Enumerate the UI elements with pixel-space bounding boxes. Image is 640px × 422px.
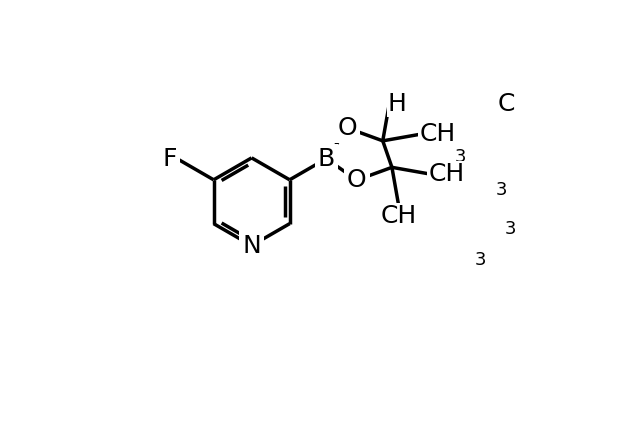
Text: 3: 3 <box>455 148 467 166</box>
Text: CH: CH <box>420 122 456 146</box>
Text: 3: 3 <box>505 220 516 238</box>
Text: CH: CH <box>429 162 465 186</box>
Text: O: O <box>338 116 358 140</box>
Text: CH: CH <box>380 204 417 228</box>
Text: 3: 3 <box>495 181 507 199</box>
Text: 3: 3 <box>474 251 486 269</box>
Text: O: O <box>347 168 367 192</box>
Text: H: H <box>388 92 406 116</box>
Text: F: F <box>163 147 177 170</box>
Text: C: C <box>497 92 515 116</box>
Text: N: N <box>243 234 261 257</box>
Text: B: B <box>317 147 335 170</box>
